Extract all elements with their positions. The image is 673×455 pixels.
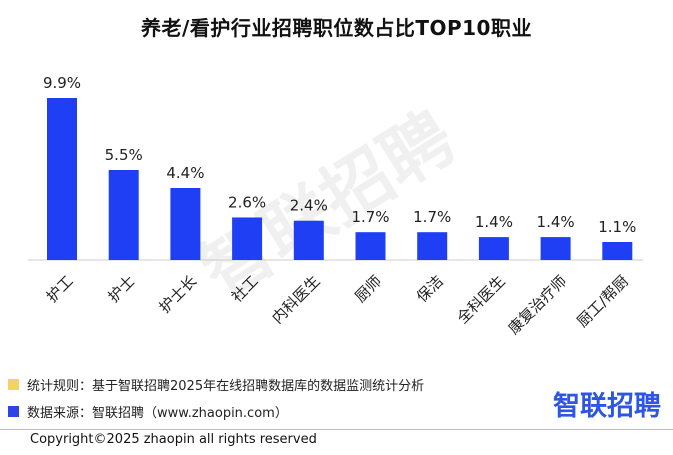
data-label-3: 4.4% xyxy=(166,164,204,182)
bar-5 xyxy=(293,220,324,260)
data-label-4: 2.6% xyxy=(228,193,266,211)
category-label-10: 厨工/帮厨 xyxy=(573,272,632,331)
note-source: 数据来源：智联招聘（www.zhaopin.com） xyxy=(8,402,288,421)
bar-chart: 9.9% 护工 5.5% 护士 4.4% 护士长 2.6% 社工 2.4% 内科医生 1.7% 厨师 1… xyxy=(28,74,643,338)
category-label-5: 内科医生 xyxy=(268,272,323,327)
rule-marker xyxy=(8,379,19,390)
bar-2 xyxy=(108,170,139,260)
category-label-4: 社工 xyxy=(228,272,262,306)
data-label-9: 1.4% xyxy=(537,213,575,231)
bar-9 xyxy=(540,237,571,260)
category-label-7: 保洁 xyxy=(413,272,447,306)
chart-title: 养老/看护行业招聘职位数占比TOP10职业 xyxy=(141,16,532,40)
bar-8 xyxy=(478,237,509,260)
bar-1 xyxy=(47,98,77,260)
bar-4 xyxy=(232,217,263,260)
source-marker xyxy=(8,406,19,417)
category-label-3: 护士长 xyxy=(156,272,201,317)
bar-6 xyxy=(355,232,386,260)
data-label-8: 1.4% xyxy=(475,213,513,231)
bar-10 xyxy=(602,242,633,260)
category-label-2: 护士 xyxy=(104,272,138,306)
data-label-7: 1.7% xyxy=(413,208,451,226)
category-label-9: 康复治疗师 xyxy=(505,272,571,338)
footer-divider xyxy=(0,429,673,430)
bar-3 xyxy=(170,188,201,260)
note-rule: 统计规则：基于智联招聘2025年在线招聘数据库的数据监测统计分析 xyxy=(8,375,424,394)
data-label-6: 1.7% xyxy=(351,208,389,226)
data-label-1: 9.9% xyxy=(43,74,81,92)
category-label-6: 厨师 xyxy=(351,272,385,306)
bar-7 xyxy=(417,232,448,260)
source-text: 数据来源：智联招聘（www.zhaopin.com） xyxy=(27,406,288,421)
category-label-1: 护工 xyxy=(43,272,77,306)
data-label-5: 2.4% xyxy=(290,197,328,215)
category-label-8: 全科医生 xyxy=(453,272,508,327)
brand-logo: 智联招聘 xyxy=(553,391,661,422)
rule-text: 统计规则：基于智联招聘2025年在线招聘数据库的数据监测统计分析 xyxy=(27,379,425,394)
copyright-text: Copyright©2025 zhaopin all rights reserv… xyxy=(30,432,317,447)
data-label-2: 5.5% xyxy=(105,146,143,164)
data-label-10: 1.1% xyxy=(598,218,636,236)
